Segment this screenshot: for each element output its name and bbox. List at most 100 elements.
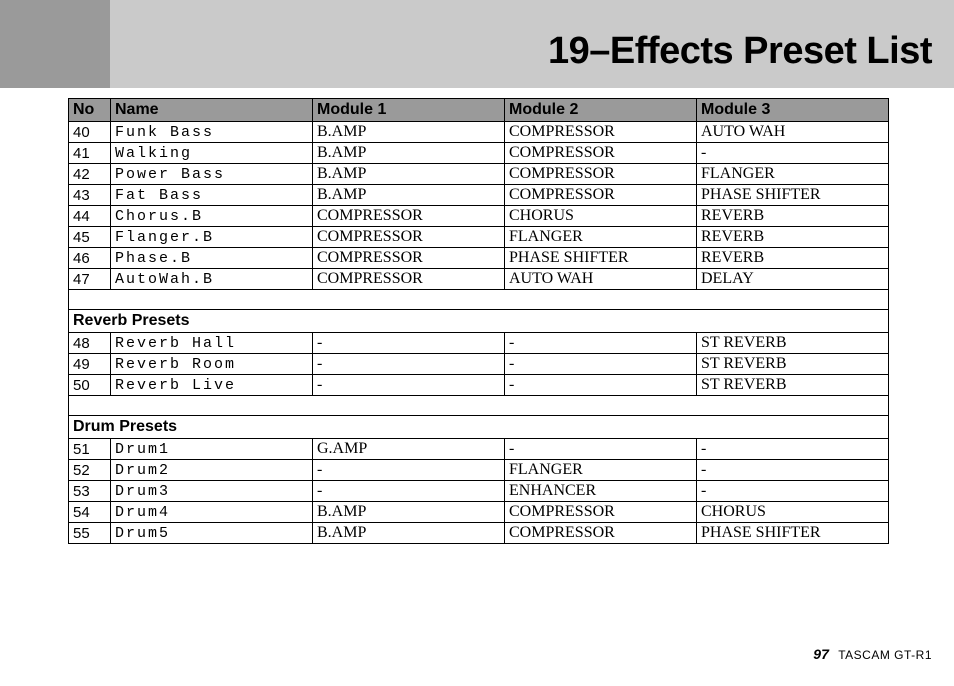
table-row: 44Chorus.BCOMPRESSORCHORUSREVERB xyxy=(69,206,889,227)
cell-name: Power Bass xyxy=(111,164,313,185)
cell-m3: REVERB xyxy=(697,206,889,227)
table-body: 40Funk BassB.AMPCOMPRESSORAUTO WAH41Walk… xyxy=(69,122,889,544)
cell-m2: COMPRESSOR xyxy=(505,185,697,206)
cell-no: 47 xyxy=(69,269,111,290)
cell-m1: B.AMP xyxy=(313,122,505,143)
cell-m1: B.AMP xyxy=(313,523,505,544)
cell-m1: COMPRESSOR xyxy=(313,269,505,290)
cell-m3: DELAY xyxy=(697,269,889,290)
cell-m3: REVERB xyxy=(697,248,889,269)
section-heading: Drum Presets xyxy=(69,416,889,439)
cell-name: Funk Bass xyxy=(111,122,313,143)
cell-m2: CHORUS xyxy=(505,206,697,227)
cell-no: 52 xyxy=(69,460,111,481)
cell-m3: - xyxy=(697,460,889,481)
cell-name: Reverb Hall xyxy=(111,333,313,354)
cell-no: 41 xyxy=(69,143,111,164)
cell-m3: ST REVERB xyxy=(697,354,889,375)
device-name: TASCAM GT-R1 xyxy=(838,648,932,662)
col-m2: Module 2 xyxy=(505,99,697,122)
table-row: 55Drum5B.AMPCOMPRESSORPHASE SHIFTER xyxy=(69,523,889,544)
cell-name: Reverb Live xyxy=(111,375,313,396)
cell-m1: COMPRESSOR xyxy=(313,206,505,227)
side-band xyxy=(0,0,110,88)
cell-m3: ST REVERB xyxy=(697,333,889,354)
spacer-row xyxy=(69,396,889,416)
spacer-cell xyxy=(69,396,889,416)
page: 19–Effects Preset List No Name Module 1 … xyxy=(0,0,954,686)
cell-no: 40 xyxy=(69,122,111,143)
cell-no: 54 xyxy=(69,502,111,523)
section-heading: Reverb Presets xyxy=(69,310,889,333)
table-row: 49Reverb Room--ST REVERB xyxy=(69,354,889,375)
cell-m3: PHASE SHIFTER xyxy=(697,185,889,206)
cell-m1: - xyxy=(313,333,505,354)
page-title: 19–Effects Preset List xyxy=(548,30,932,73)
cell-no: 46 xyxy=(69,248,111,269)
table-row: 52Drum2-FLANGER- xyxy=(69,460,889,481)
cell-name: Drum5 xyxy=(111,523,313,544)
cell-m1: B.AMP xyxy=(313,502,505,523)
section-heading-row: Reverb Presets xyxy=(69,310,889,333)
cell-m1: B.AMP xyxy=(313,143,505,164)
cell-m2: FLANGER xyxy=(505,227,697,248)
table-row: 43Fat BassB.AMPCOMPRESSORPHASE SHIFTER xyxy=(69,185,889,206)
cell-name: Drum3 xyxy=(111,481,313,502)
cell-m1: G.AMP xyxy=(313,439,505,460)
cell-m3: AUTO WAH xyxy=(697,122,889,143)
footer: 97 TASCAM GT-R1 xyxy=(813,646,932,662)
cell-name: Drum4 xyxy=(111,502,313,523)
cell-name: Reverb Room xyxy=(111,354,313,375)
cell-m2: - xyxy=(505,333,697,354)
cell-m2: - xyxy=(505,375,697,396)
table-header-row: No Name Module 1 Module 2 Module 3 xyxy=(69,99,889,122)
cell-m3: ST REVERB xyxy=(697,375,889,396)
cell-name: Chorus.B xyxy=(111,206,313,227)
cell-no: 44 xyxy=(69,206,111,227)
col-m3: Module 3 xyxy=(697,99,889,122)
cell-name: Walking xyxy=(111,143,313,164)
cell-m1: - xyxy=(313,354,505,375)
cell-m1: - xyxy=(313,375,505,396)
cell-m1: B.AMP xyxy=(313,185,505,206)
cell-m2: COMPRESSOR xyxy=(505,164,697,185)
table-row: 42Power BassB.AMPCOMPRESSORFLANGER xyxy=(69,164,889,185)
cell-m3: - xyxy=(697,143,889,164)
cell-m3: FLANGER xyxy=(697,164,889,185)
cell-m2: COMPRESSOR xyxy=(505,502,697,523)
table-row: 46Phase.BCOMPRESSORPHASE SHIFTERREVERB xyxy=(69,248,889,269)
cell-no: 50 xyxy=(69,375,111,396)
table-row: 51Drum1G.AMP-- xyxy=(69,439,889,460)
cell-m3: PHASE SHIFTER xyxy=(697,523,889,544)
cell-m3: - xyxy=(697,439,889,460)
cell-m3: REVERB xyxy=(697,227,889,248)
spacer-cell xyxy=(69,290,889,310)
cell-m2: COMPRESSOR xyxy=(505,523,697,544)
cell-m2: ENHANCER xyxy=(505,481,697,502)
col-name: Name xyxy=(111,99,313,122)
table-row: 53Drum3-ENHANCER- xyxy=(69,481,889,502)
col-no: No xyxy=(69,99,111,122)
cell-name: AutoWah.B xyxy=(111,269,313,290)
table-row: 54Drum4B.AMPCOMPRESSORCHORUS xyxy=(69,502,889,523)
cell-m2: COMPRESSOR xyxy=(505,122,697,143)
cell-no: 53 xyxy=(69,481,111,502)
cell-m2: - xyxy=(505,439,697,460)
spacer-row xyxy=(69,290,889,310)
cell-no: 48 xyxy=(69,333,111,354)
cell-name: Drum1 xyxy=(111,439,313,460)
table-row: 41WalkingB.AMPCOMPRESSOR- xyxy=(69,143,889,164)
content: No Name Module 1 Module 2 Module 3 40Fun… xyxy=(68,98,888,544)
cell-name: Drum2 xyxy=(111,460,313,481)
cell-name: Phase.B xyxy=(111,248,313,269)
page-number: 97 xyxy=(813,646,829,662)
cell-m2: AUTO WAH xyxy=(505,269,697,290)
cell-m1: COMPRESSOR xyxy=(313,248,505,269)
cell-m1: COMPRESSOR xyxy=(313,227,505,248)
cell-no: 45 xyxy=(69,227,111,248)
section-heading-row: Drum Presets xyxy=(69,416,889,439)
table-row: 48Reverb Hall--ST REVERB xyxy=(69,333,889,354)
preset-table: No Name Module 1 Module 2 Module 3 40Fun… xyxy=(68,98,889,544)
cell-m2: PHASE SHIFTER xyxy=(505,248,697,269)
cell-m2: FLANGER xyxy=(505,460,697,481)
